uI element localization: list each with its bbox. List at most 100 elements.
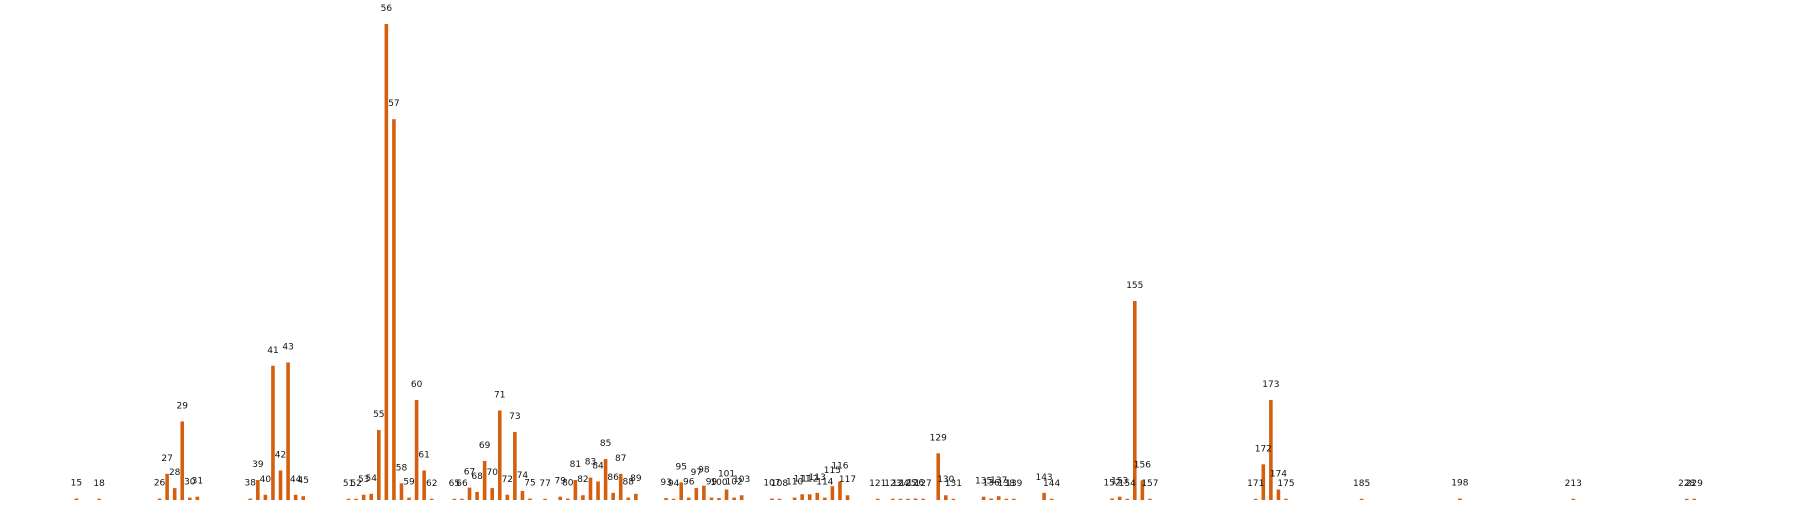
- data-label-28: 28: [169, 468, 181, 478]
- data-label-15: 15: [71, 479, 82, 489]
- data-label-40: 40: [260, 475, 272, 485]
- bar-88: [626, 497, 631, 500]
- data-label-69: 69: [479, 441, 491, 451]
- data-label-155: 155: [1126, 281, 1143, 291]
- bar-131: [951, 498, 956, 500]
- bar-75: [528, 498, 532, 500]
- bar-29: [180, 421, 185, 500]
- bar-136: [989, 498, 993, 500]
- data-label-45: 45: [297, 476, 308, 486]
- bar-95: [679, 482, 683, 500]
- bar-111: [800, 494, 804, 500]
- bar-117: [845, 495, 850, 500]
- data-label-70: 70: [486, 468, 498, 478]
- bar-96: [686, 497, 691, 500]
- bar-173: [1269, 400, 1273, 500]
- data-label-99: 99: [706, 478, 718, 488]
- data-label-85: 85: [600, 439, 611, 449]
- bar-93: [664, 498, 668, 500]
- data-label-96: 96: [683, 478, 695, 488]
- data-label-38: 38: [245, 479, 257, 489]
- data-label-115: 115: [824, 466, 841, 476]
- bar-153: [1117, 496, 1122, 500]
- bar-56: [384, 24, 389, 500]
- data-label-56: 56: [381, 4, 393, 14]
- data-label-129: 129: [930, 433, 947, 443]
- bar-83: [588, 477, 593, 500]
- data-label-136: 136: [983, 479, 1000, 489]
- data-label-108: 108: [771, 479, 788, 489]
- bar-84: [596, 481, 600, 500]
- bar-98: [702, 485, 706, 500]
- bar-125: [906, 498, 910, 500]
- bar-228: [1684, 498, 1689, 500]
- data-label-44: 44: [290, 475, 302, 485]
- bar-172: [1261, 464, 1266, 500]
- data-label-89: 89: [630, 474, 642, 484]
- data-label-27: 27: [161, 454, 172, 464]
- bar-74: [520, 490, 525, 500]
- data-label-125: 125: [899, 479, 916, 489]
- data-label-138: 138: [998, 479, 1015, 489]
- bar-40: [263, 494, 268, 500]
- bar-72: [505, 494, 510, 500]
- bar-73: [513, 431, 517, 500]
- data-label-229: 229: [1686, 479, 1703, 489]
- bar-157: [1148, 498, 1152, 500]
- bar-57: [392, 119, 396, 500]
- data-label-71: 71: [494, 391, 505, 401]
- bar-99: [709, 497, 714, 500]
- bar-110: [792, 497, 797, 500]
- bar-68: [475, 491, 479, 500]
- bar-100: [717, 498, 721, 500]
- data-label-131: 131: [945, 479, 962, 489]
- data-label-126: 126: [907, 479, 924, 489]
- data-label-116: 116: [831, 461, 848, 471]
- bar-18: [97, 498, 101, 500]
- bar-115: [830, 486, 835, 500]
- bar-79: [558, 496, 563, 500]
- data-label-93: 93: [660, 478, 671, 488]
- data-label-171: 171: [1247, 479, 1264, 489]
- bar-156: [1140, 480, 1145, 500]
- bar-58: [399, 483, 404, 500]
- data-label-60: 60: [411, 380, 423, 390]
- bar-229: [1692, 498, 1697, 500]
- data-label-59: 59: [403, 478, 415, 488]
- data-label-77: 77: [539, 479, 550, 489]
- bar-26: [157, 498, 162, 500]
- data-label-74: 74: [517, 471, 529, 481]
- data-label-153: 153: [1111, 477, 1128, 487]
- bar-77: [543, 498, 547, 500]
- bar-70: [490, 488, 494, 500]
- bar-138: [1004, 498, 1009, 500]
- data-label-102: 102: [726, 478, 743, 488]
- data-label-26: 26: [154, 479, 166, 489]
- data-label-213: 213: [1565, 479, 1582, 489]
- data-label-29: 29: [177, 401, 189, 411]
- data-label-121: 121: [869, 479, 886, 489]
- data-label-53: 53: [358, 475, 369, 485]
- bar-62: [429, 498, 434, 500]
- bar-45: [301, 496, 305, 500]
- bar-52: [354, 498, 358, 500]
- bar-127: [921, 498, 925, 500]
- bar-114: [823, 497, 827, 500]
- bar-101: [724, 489, 729, 500]
- bar-31: [195, 496, 200, 500]
- bar-85: [603, 459, 608, 500]
- bar-213: [1571, 498, 1576, 500]
- data-label-66: 66: [456, 479, 468, 489]
- data-label-88: 88: [623, 478, 635, 488]
- bar-130: [944, 495, 948, 500]
- bar-108: [777, 498, 782, 500]
- data-label-30: 30: [184, 478, 196, 488]
- bar-51: [346, 498, 351, 500]
- data-label-57: 57: [388, 99, 399, 109]
- data-label-86: 86: [607, 473, 619, 483]
- data-label-157: 157: [1141, 479, 1158, 489]
- data-label-51: 51: [343, 479, 354, 489]
- bars-layer: [74, 24, 1697, 500]
- data-label-75: 75: [524, 479, 535, 489]
